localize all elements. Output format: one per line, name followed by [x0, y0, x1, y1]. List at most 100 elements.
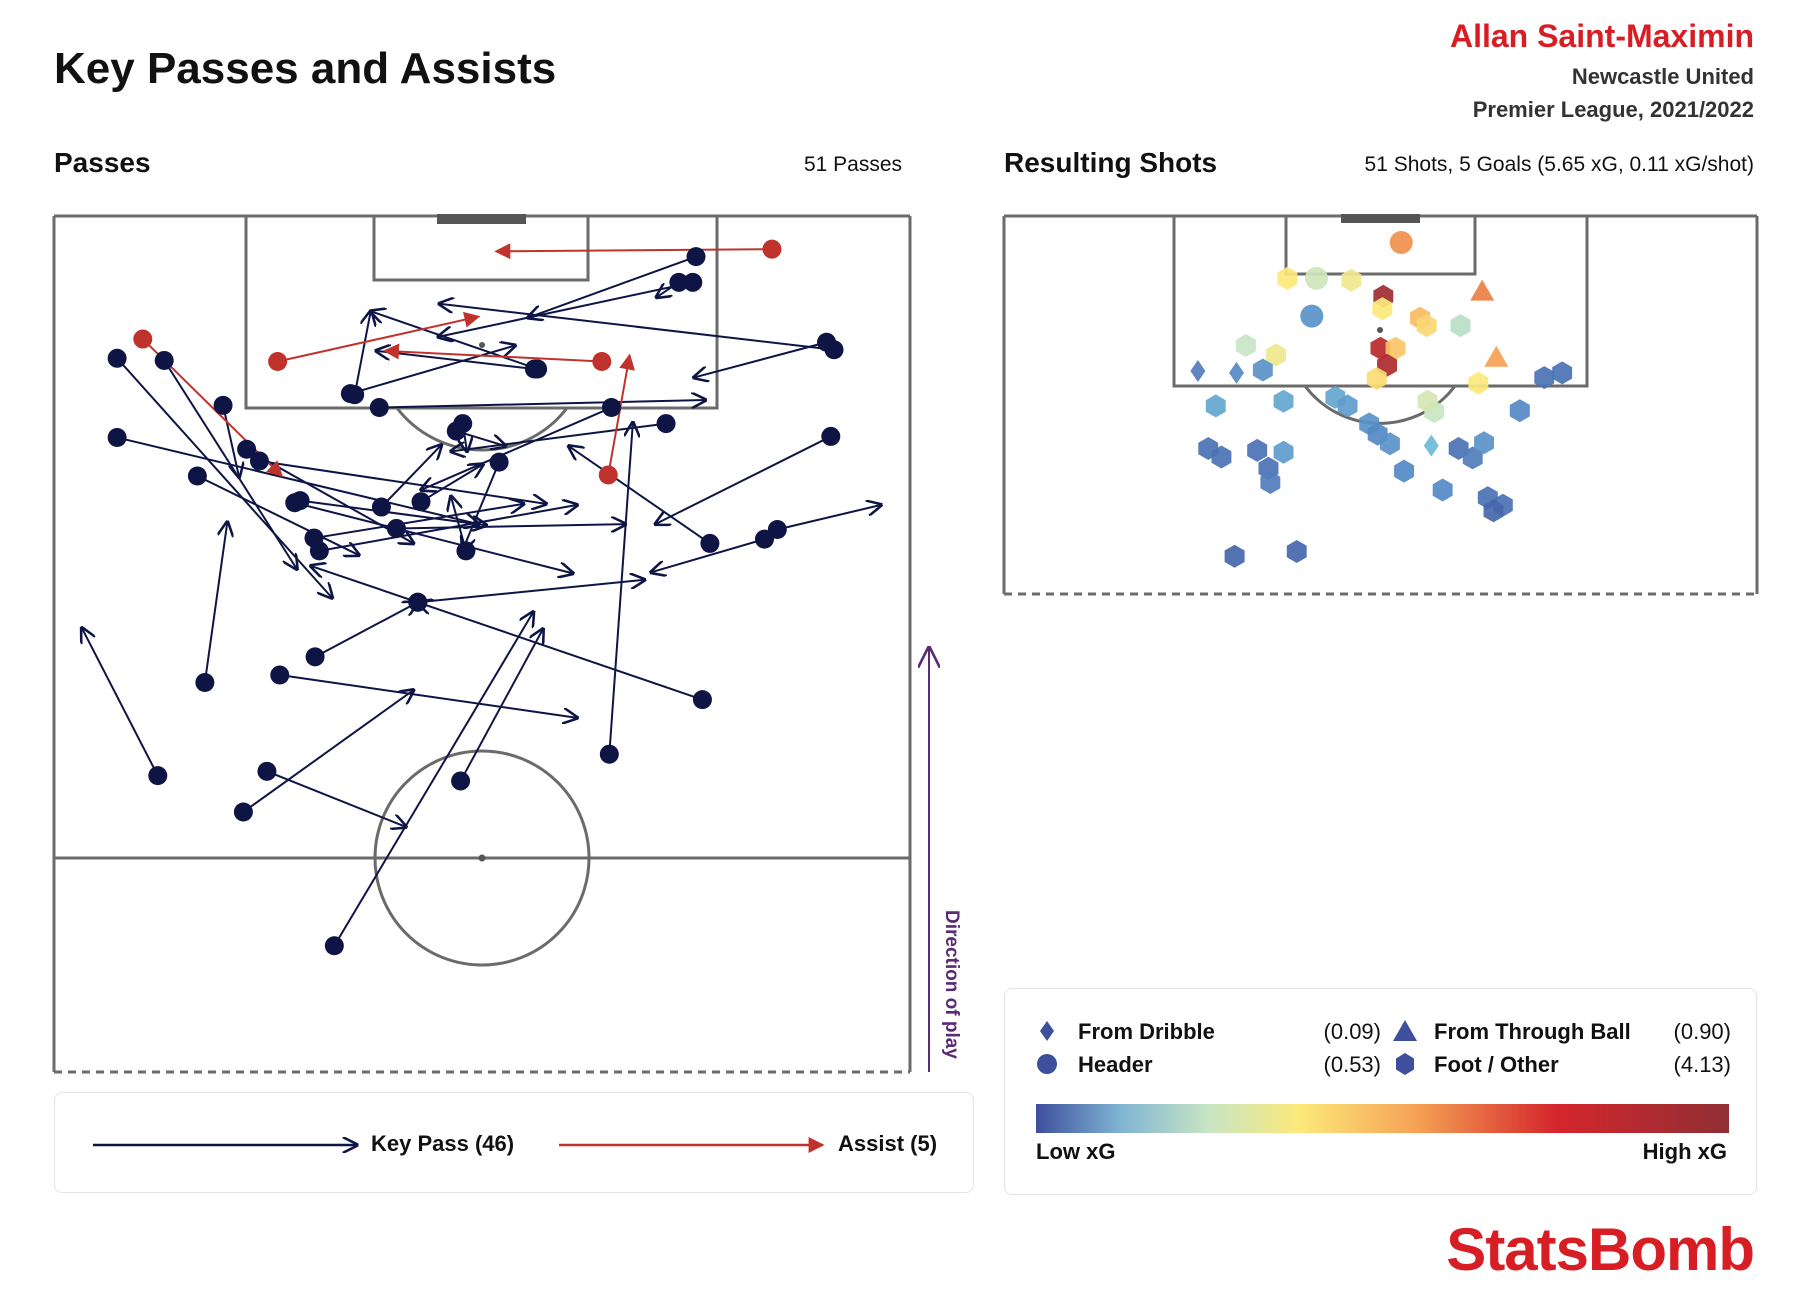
key-pass-origin-12 — [154, 350, 174, 370]
key-pass-origin-18 — [249, 451, 269, 471]
key-pass-origin-30 — [700, 533, 720, 553]
key-pass-origin-39 — [148, 766, 168, 786]
key-pass-origin-28 — [304, 528, 324, 548]
foot-other-shot-9 — [1370, 336, 1391, 360]
foot-other-shot-21 — [1509, 399, 1530, 423]
header-shot-2 — [1300, 304, 1324, 328]
key-pass-origin-24 — [453, 414, 473, 434]
key-pass-line-9 — [379, 400, 705, 409]
key-pass-origin-25 — [489, 452, 509, 472]
shots-pitch-markings — [1002, 214, 1759, 596]
key-pass-line-7 — [353, 311, 371, 395]
passes-panel-title: Passes — [54, 147, 151, 178]
pass-lines-layer — [52, 214, 929, 1074]
low-xg-label: Low xG — [1036, 1139, 1116, 1164]
key-pass-line-16 — [196, 475, 359, 555]
key-pass-origin-44 — [451, 771, 471, 791]
key-pass-line-27 — [319, 505, 577, 552]
passes-legend: Key Pass (46) Assist (5) — [54, 1092, 974, 1193]
from-dribble-legend-value: (0.09) — [1323, 1019, 1381, 1044]
foot-other-shot-12 — [1366, 367, 1387, 390]
shots-pitch — [1002, 214, 1759, 596]
foot-other-shot-37 — [1432, 478, 1453, 502]
foot-other-shot-14 — [1468, 371, 1489, 395]
statsbomb-logo: StatsBomb — [1446, 1216, 1755, 1283]
key-pass-line-26 — [396, 524, 625, 528]
competition-label: Premier League, 2021/2022 — [1472, 97, 1754, 122]
key-pass-line-40 — [279, 674, 577, 718]
key-pass-line-35 — [417, 580, 645, 604]
key-pass-origin-26 — [386, 518, 406, 538]
key-pass-line-8 — [350, 345, 515, 395]
foot-other-shot-18 — [1337, 394, 1358, 418]
key-pass-line-18 — [259, 460, 546, 504]
key-pass-origin-35 — [408, 592, 428, 612]
assist-origin-0 — [762, 239, 782, 259]
key-pass-origin-21 — [371, 497, 391, 517]
through-ball-legend-label: From Through Ball — [1434, 1019, 1631, 1044]
key-pass-line-44 — [459, 629, 543, 782]
key-pass-line-13 — [116, 357, 332, 598]
assist-origin-3 — [133, 329, 153, 349]
key-pass-line-2 — [438, 281, 693, 337]
key-pass-origin-36 — [692, 690, 712, 710]
shots-legend: From Dribble (0.09) Header (0.53) From T… — [1004, 988, 1757, 1195]
from-dribble-shot-2 — [1423, 434, 1439, 457]
key-pass-line-21 — [380, 445, 441, 508]
key-pass-line-43 — [333, 612, 533, 947]
shots-summary-label: 51 Shots, 5 Goals (5.65 xG, 0.11 xG/shot… — [1364, 153, 1754, 176]
key-pass-origin-41 — [233, 802, 253, 822]
shots-panel-title: Resulting Shots — [1004, 147, 1218, 178]
key-pass-line-34 — [311, 566, 419, 604]
foot-other-shot-30 — [1273, 440, 1294, 464]
key-pass-line-37 — [314, 602, 418, 658]
key-pass-origin-31 — [821, 426, 841, 446]
key-pass-origin-43 — [324, 936, 344, 956]
assist-origin-1 — [268, 352, 288, 372]
foot-other-shot-1 — [1341, 268, 1362, 292]
header-legend-value: (0.53) — [1323, 1052, 1381, 1077]
from-dribble-legend-label: From Dribble — [1078, 1019, 1215, 1044]
foot-other-shot-23 — [1552, 361, 1573, 385]
header-legend-label: Header — [1078, 1052, 1153, 1077]
passes-legend-arrows — [93, 1137, 825, 1153]
shots-legend-graphics — [1036, 1020, 1729, 1133]
direction-of-play-label: Direction of play — [941, 910, 962, 1059]
key-pass-origin-20 — [285, 493, 305, 513]
foot-other-shot-6 — [1450, 314, 1471, 338]
assist-line-1 — [277, 311, 481, 363]
key-pass-origin-0 — [686, 247, 706, 267]
key-pass-origin-11 — [601, 398, 621, 418]
assist-line-2 — [383, 343, 602, 363]
shots-layer — [1190, 230, 1573, 568]
from-dribble-shot-1 — [1228, 361, 1244, 384]
passes-count-label: 51 Passes — [803, 153, 902, 176]
key-pass-line-32 — [651, 538, 765, 572]
foot-other-shot-13 — [1252, 358, 1273, 382]
assist-origin-4 — [598, 465, 618, 485]
key-pass-origin-16 — [187, 466, 207, 486]
key-pass-origin-2 — [683, 272, 703, 292]
key-pass-origin-29 — [456, 541, 476, 561]
foot-other-shot-41 — [1224, 544, 1245, 568]
foot-other-shot-22 — [1534, 366, 1555, 390]
foot-other-shot-8 — [1266, 343, 1286, 367]
foot-other-legend-label: Foot / Other — [1434, 1052, 1559, 1077]
key-pass-line-19 — [299, 499, 486, 526]
key-pass-origin-8 — [340, 384, 360, 404]
key-pass-line-20 — [294, 501, 573, 574]
key-pass-origin-22 — [411, 492, 431, 512]
key-pass-line-22 — [420, 464, 483, 503]
key-pass-origin-37 — [305, 647, 325, 667]
key-pass-line-0 — [528, 255, 697, 318]
key-pass-line-5 — [371, 311, 538, 370]
key-pass-line-36 — [418, 602, 703, 701]
chart-title: Key Passes and Assists — [54, 44, 557, 93]
key-pass-line-38 — [203, 522, 227, 683]
key-pass-line-41 — [242, 690, 413, 813]
pass-origins-layer — [107, 239, 844, 956]
header-shot-1 — [1304, 266, 1328, 290]
foot-other-shot-29 — [1247, 438, 1268, 462]
key-pass-origin-6 — [524, 359, 544, 379]
through-ball-legend-value: (0.90) — [1673, 1019, 1731, 1044]
